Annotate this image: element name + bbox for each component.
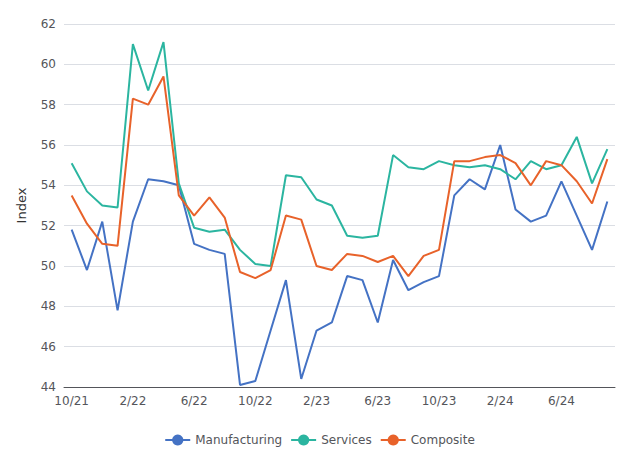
svg-text:60: 60 bbox=[41, 57, 56, 71]
svg-text:6/23: 6/23 bbox=[364, 394, 391, 408]
svg-text:56: 56 bbox=[41, 138, 56, 152]
svg-text:52: 52 bbox=[41, 219, 56, 233]
svg-text:6/22: 6/22 bbox=[181, 394, 208, 408]
svg-text:Index: Index bbox=[14, 187, 29, 223]
svg-text:Services: Services bbox=[321, 433, 372, 447]
svg-text:50: 50 bbox=[41, 259, 56, 273]
svg-text:Composite: Composite bbox=[411, 433, 475, 447]
svg-text:2/22: 2/22 bbox=[119, 394, 146, 408]
svg-text:44: 44 bbox=[41, 380, 56, 394]
svg-text:10/22: 10/22 bbox=[238, 394, 273, 408]
svg-text:62: 62 bbox=[41, 17, 56, 31]
svg-text:2/24: 2/24 bbox=[487, 394, 514, 408]
svg-text:46: 46 bbox=[41, 340, 56, 354]
svg-text:Manufacturing: Manufacturing bbox=[195, 433, 282, 447]
svg-text:2/23: 2/23 bbox=[303, 394, 330, 408]
svg-text:48: 48 bbox=[41, 299, 56, 313]
svg-text:58: 58 bbox=[41, 98, 56, 112]
svg-text:6/24: 6/24 bbox=[548, 394, 575, 408]
svg-text:10/21: 10/21 bbox=[54, 394, 89, 408]
svg-text:54: 54 bbox=[41, 178, 56, 192]
svg-text:10/23: 10/23 bbox=[422, 394, 457, 408]
